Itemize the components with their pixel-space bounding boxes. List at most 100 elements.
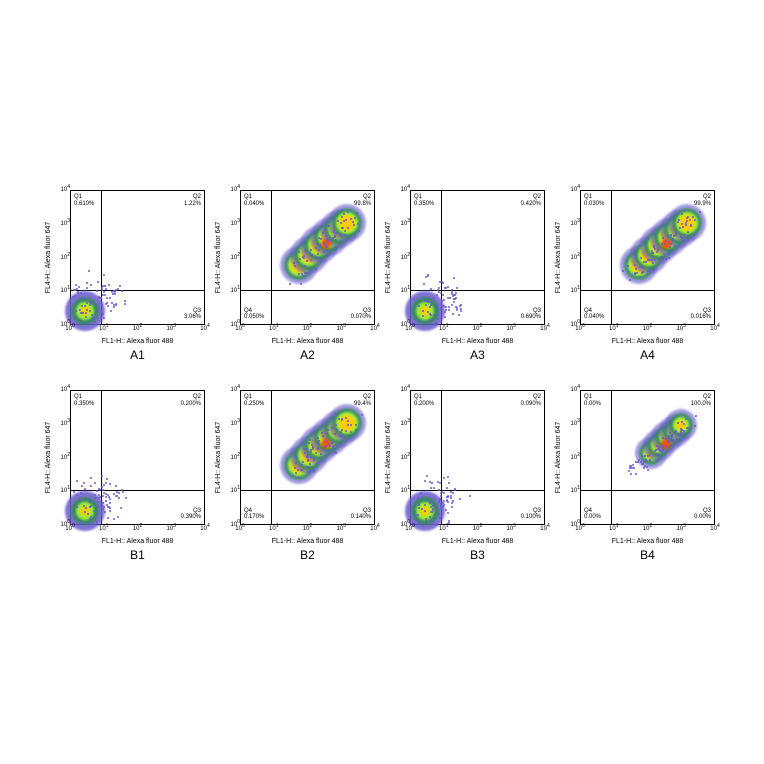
scatter-dot [458,314,460,316]
scatter-dot [309,439,311,441]
scatter-dot [105,500,107,502]
scatter-dot [669,445,671,447]
scatter-dot [695,415,697,417]
scatter-dot [86,309,88,311]
scatter-dot [350,218,352,220]
scatter-dot [446,500,448,502]
y-tick: 103 [571,221,580,227]
x-tick: 104 [540,526,549,532]
scatter-dot [670,236,672,238]
scatter-dot [105,496,107,498]
scatter-dot [443,477,445,479]
scatter-dot [454,298,456,300]
scatter-dot [95,303,97,305]
x-tick: 103 [677,326,686,332]
quadrant-name: Q2 [354,394,371,401]
scatter-dot [341,216,343,218]
quadrant-gate-h [581,490,714,491]
scatter-dot [93,316,95,318]
scatter-dot [429,313,431,315]
scatter-dot [95,310,97,312]
quadrant-label-Q2: Q21.22% [184,194,201,207]
scatter-dot [649,454,651,456]
scatter-dot [639,266,641,268]
y-tick: 104 [401,387,410,393]
scatter-dot [94,482,96,484]
scatter-dot [641,455,643,457]
panel-A4: FL4-H:: Alexa fluor 647Q10.030%Q299.9%Q3… [560,190,715,365]
panel-label: B3 [410,548,545,562]
x-axis-title: FL1-H:: Alexa fluor 488 [410,538,545,545]
quadrant-label-Q4: Q40.050% [244,308,264,321]
x-axis-title: FL1-H:: Alexa fluor 488 [580,538,715,545]
y-tick: 101 [231,488,240,494]
scatter-dot [448,482,450,484]
quadrant-name: Q4 [244,308,264,315]
quadrant-name: Q2 [691,394,711,401]
scatter-dot [665,240,667,242]
scatter-dot [447,286,449,288]
y-tick: 103 [231,421,240,427]
quadrant-label-Q2: Q20.090% [521,394,541,407]
scatter-dot [315,463,317,465]
y-tick: 100 [231,322,240,328]
y-tick: 102 [401,255,410,261]
quadrant-pct: 0.390% [181,514,201,521]
y-tick: 102 [61,455,70,461]
scatter-dot [110,310,112,312]
scatter-dot [113,518,115,520]
quadrant-pct: 0.040% [584,314,604,321]
quadrant-name: Q1 [74,394,94,401]
x-tick: 101 [99,326,108,332]
quadrant-name: Q1 [414,394,434,401]
scatter-dot [347,211,349,213]
y-ticks: 100101102103104 [228,190,240,325]
scatter-dot [325,244,327,246]
scatter-dot [304,275,306,277]
y-tick: 100 [231,522,240,528]
scatter-dot [420,492,422,494]
scatter-dot [332,445,334,447]
scatter-dot [321,432,323,434]
scatter-dot [424,510,426,512]
y-tick: 101 [61,488,70,494]
quadrant-pct: 0.420% [521,201,541,208]
scatter-dot [120,507,122,509]
scatter-dot [335,247,337,249]
quadrant-name: Q3 [351,308,371,315]
scatter-dot [681,223,683,225]
scatter-dot [632,464,634,466]
quadrant-gate-h [71,490,204,491]
scatter-dot [450,497,452,499]
y-axis-title: FL4-H:: Alexa fluor 647 [215,390,227,525]
plot-area: Q10.00%Q2100.0%Q30.00%Q40.00% [580,390,715,525]
y-tick: 101 [401,488,410,494]
scatter-dot [85,497,87,499]
scatter-dot [630,473,632,475]
y-tick: 102 [571,255,580,261]
quadrant-gate-h [241,490,374,491]
scatter-dot [309,463,311,465]
y-tick: 104 [571,187,580,193]
scatter-dot [430,487,432,489]
y-tick: 100 [571,522,580,528]
scatter-dot [88,322,90,324]
quadrant-name: Q4 [244,508,264,515]
y-tick: 101 [571,488,580,494]
panel-A3: FL4-H:: Alexa fluor 647Q10.350%Q20.420%Q… [390,190,545,365]
scatter-dot [119,285,121,287]
scatter-dot [345,417,347,419]
scatter-dot [339,234,341,236]
quadrant-label-Q3: Q30.390% [181,508,201,521]
y-axis-title: FL4-H:: Alexa fluor 647 [45,190,57,325]
scatter-dot [436,294,438,296]
scatter-dot [422,315,424,317]
scatter-dot [423,283,425,285]
scatter-dot [642,463,644,465]
quadrant-label-Q3: Q30.690% [521,308,541,321]
scatter-dot [306,272,308,274]
scatter-dot [677,440,679,442]
scatter-dot [433,314,435,316]
scatter-dot [105,303,107,305]
scatter-dot [86,282,88,284]
